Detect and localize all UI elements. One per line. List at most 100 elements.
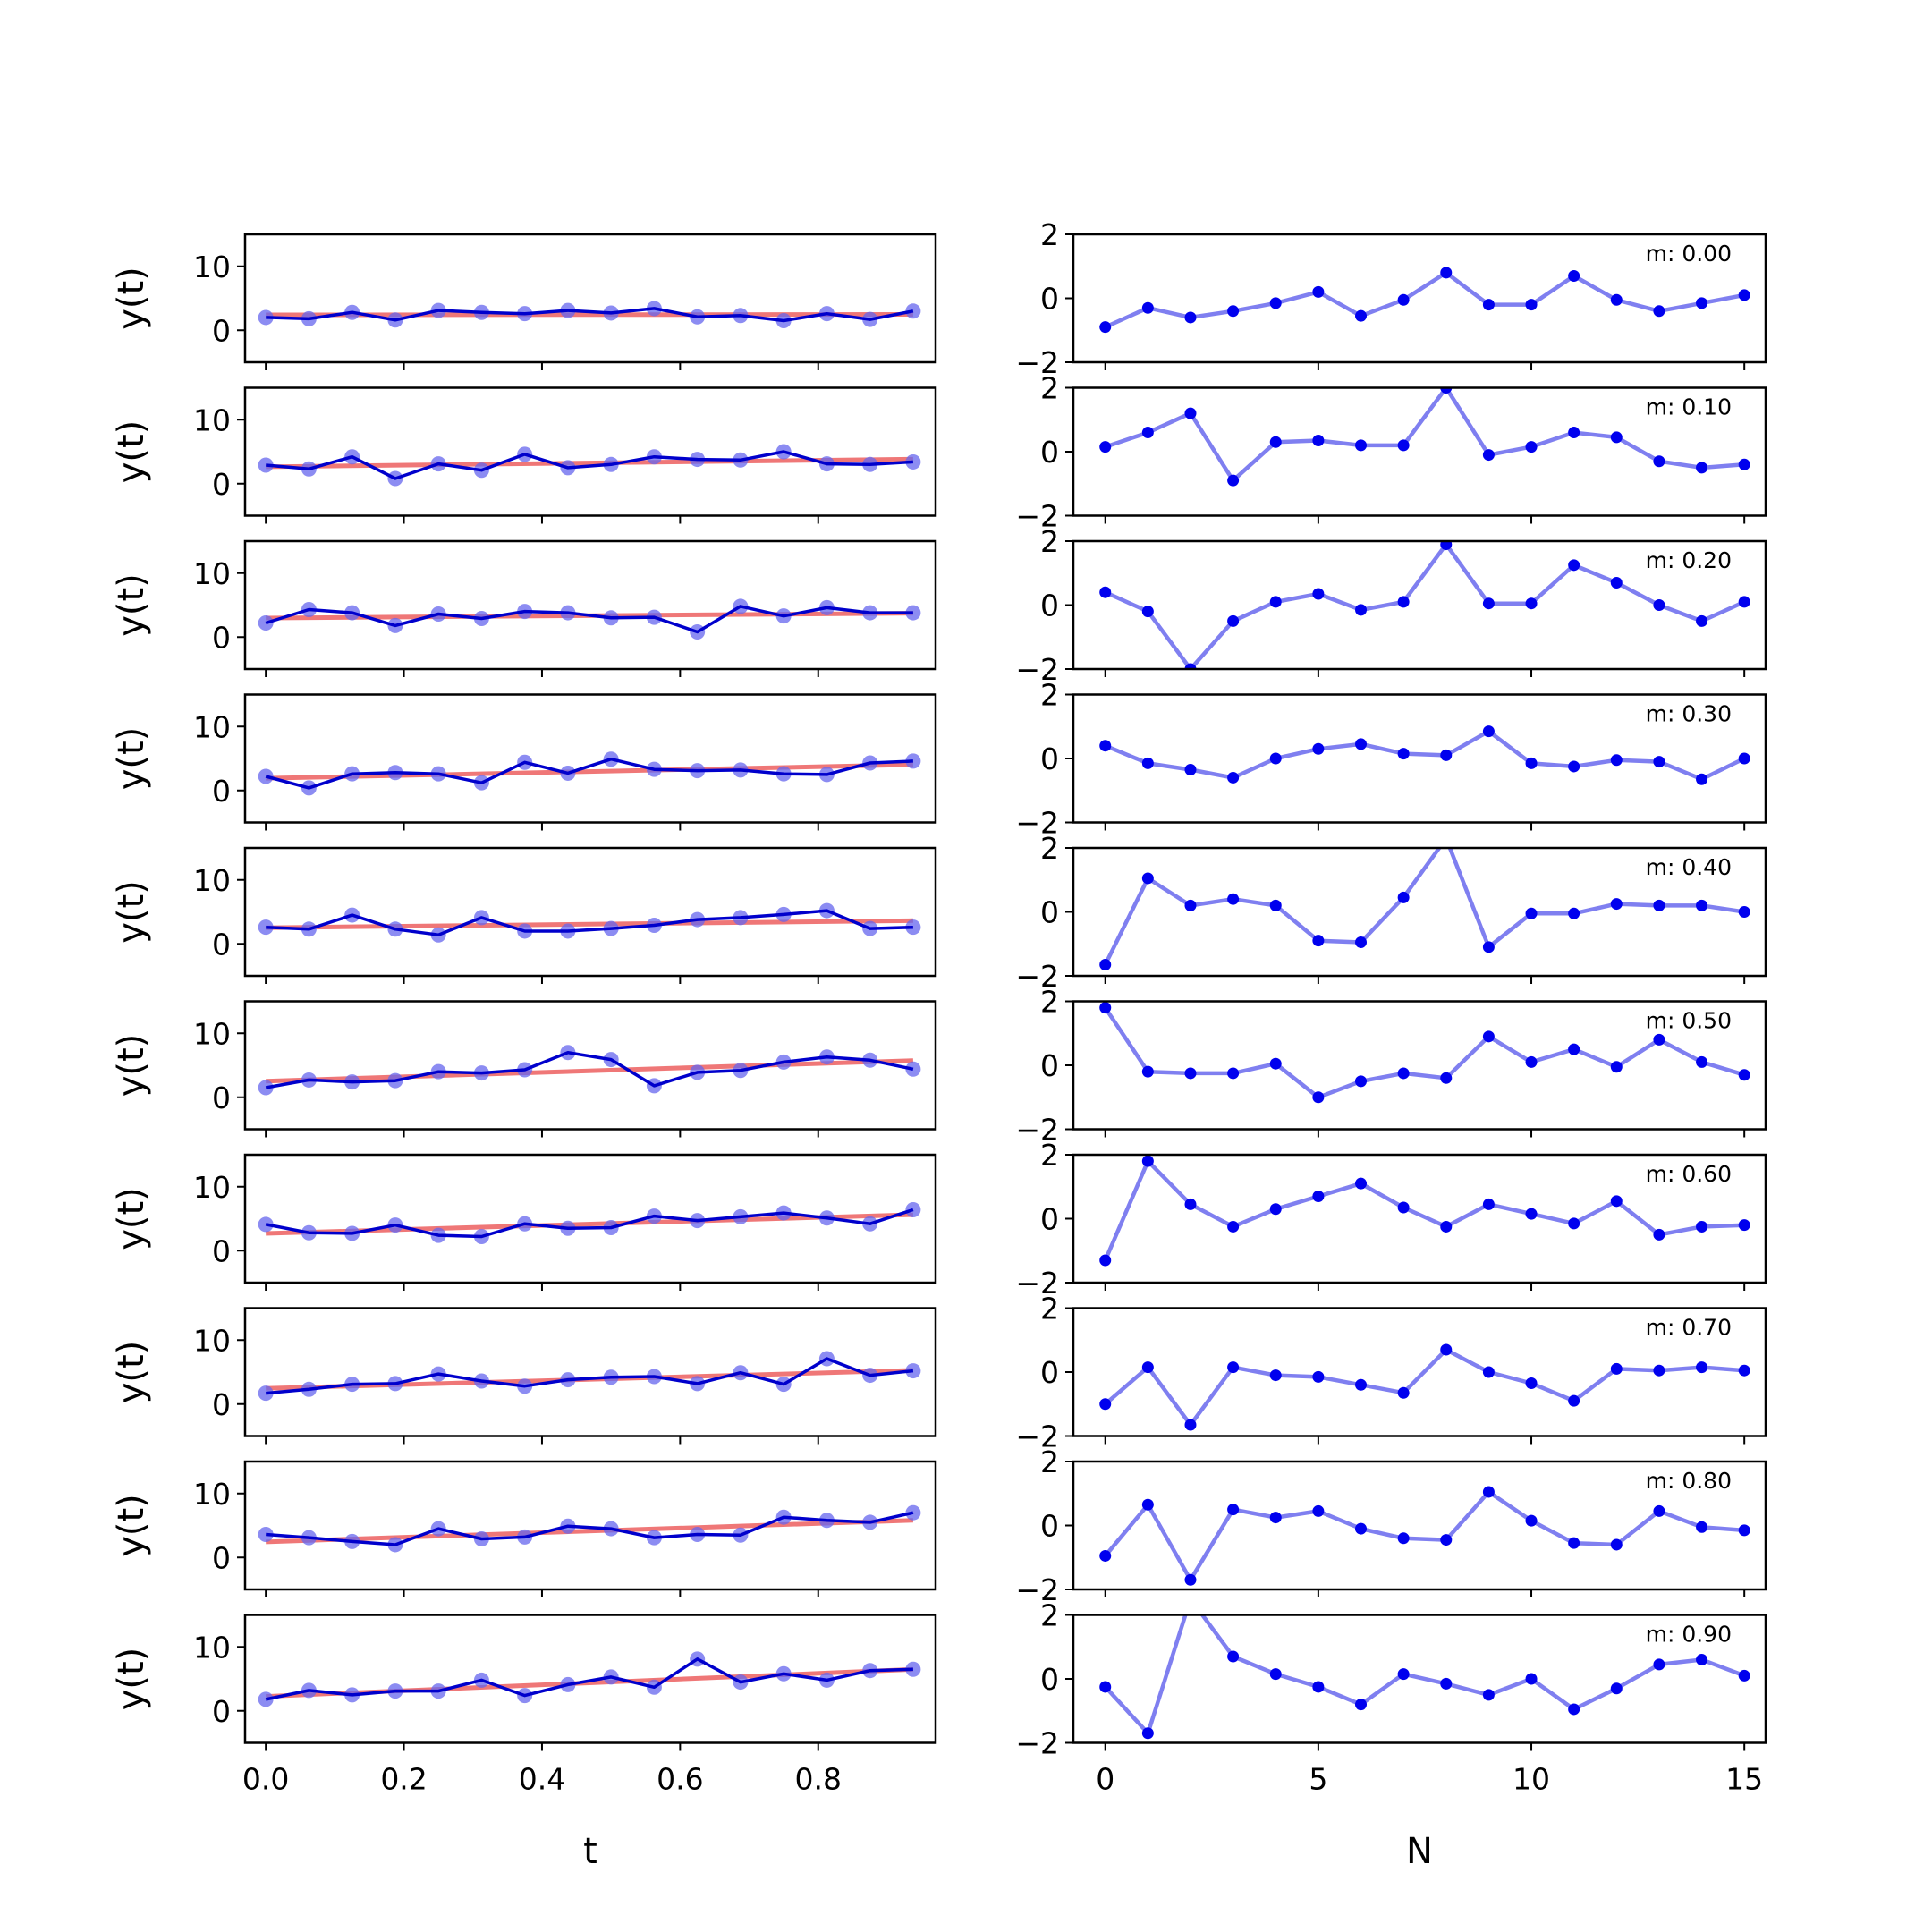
y-tick-label: 2: [1040, 1445, 1059, 1479]
y-tick-label: 10: [193, 250, 231, 284]
data-point: [258, 1527, 274, 1543]
residual-line: [1104, 270, 1745, 329]
residual-point: [1610, 1061, 1623, 1073]
panel-annotation: m: 0.70: [1646, 1315, 1732, 1341]
residual-line: [1103, 1489, 1745, 1582]
residual-point: [1568, 1394, 1580, 1407]
residual-point: [1269, 899, 1282, 911]
residual-point: [1227, 1504, 1240, 1516]
data-point: [905, 1661, 921, 1677]
data-point: [905, 1201, 921, 1217]
right-panel-4: −2 0 2 m: 0.40: [1015, 831, 1767, 994]
residual-point: [1568, 1703, 1580, 1716]
panel-frame: [1072, 1460, 1767, 1591]
residual-point: [1568, 907, 1580, 919]
x-tick-label: 0.0: [242, 1762, 289, 1797]
right-panel-6: −2 0 2 m: 0.60: [1015, 1138, 1767, 1301]
residual-point: [1696, 614, 1708, 627]
residual-point: [1696, 1361, 1708, 1374]
panel-annotation: m: 0.20: [1646, 547, 1732, 573]
residual-point: [1355, 1699, 1368, 1711]
residual-point: [1696, 297, 1708, 309]
residual-point: [1482, 449, 1495, 462]
panel-frame: [243, 1614, 937, 1744]
residual-point: [1696, 1521, 1708, 1533]
panel-frame: [1072, 1000, 1767, 1131]
y-axis-label: y(t): [111, 880, 152, 944]
right-panel-7: −2 0 2 m: 0.70: [1015, 1292, 1767, 1454]
residual-point: [1653, 455, 1665, 468]
residual-point: [1312, 1091, 1325, 1104]
panel-frame: [243, 1153, 937, 1284]
residual-point: [1227, 474, 1240, 487]
residual-point: [1184, 1198, 1197, 1210]
y-tick-label: 10: [193, 556, 231, 591]
residual-point: [1227, 1220, 1240, 1233]
y-tick-label: 2: [1040, 1598, 1059, 1633]
y-axis-label: y(t): [111, 1494, 152, 1557]
residual-point: [1653, 1228, 1665, 1241]
y-tick-label: 2: [1040, 1138, 1059, 1173]
residual-point: [1227, 305, 1240, 318]
residual-point: [1525, 1673, 1538, 1685]
residual-point: [1653, 899, 1665, 911]
data-point: [258, 309, 274, 326]
y-tick-label: 0: [1040, 282, 1059, 317]
y-tick-label: 0: [1040, 435, 1059, 470]
x-tick-label: 0.2: [380, 1762, 427, 1797]
data-point: [905, 453, 921, 470]
residual-point: [1269, 1057, 1282, 1070]
residual-point: [1397, 1532, 1410, 1545]
y-tick-label: 0: [212, 1233, 231, 1268]
y-tick-label: 10: [193, 1170, 231, 1205]
panel-annotation: m: 0.50: [1646, 1008, 1732, 1034]
series-group: [1099, 1155, 1750, 1267]
y-tick-label: 0: [1040, 1355, 1059, 1390]
residual-point: [1141, 1065, 1154, 1078]
y-tick-label: −2: [1015, 1726, 1059, 1761]
residual-point: [1355, 604, 1368, 616]
x-axis-label-left: t: [583, 1831, 597, 1872]
residual-point: [1525, 299, 1538, 311]
residual-point: [1525, 1208, 1538, 1220]
data-point: [258, 1080, 274, 1096]
residual-point: [1099, 441, 1112, 453]
panel-annotation: m: 0.00: [1646, 241, 1732, 267]
residual-point: [1355, 1522, 1368, 1535]
residual-point: [1355, 1177, 1368, 1190]
panel-frame: [243, 1460, 937, 1591]
left-panel-5: 0 10 y(t): [111, 1000, 937, 1138]
residual-point: [1440, 1534, 1453, 1546]
y-tick-label: 0: [212, 927, 231, 962]
y-tick-label: 0: [1040, 589, 1059, 623]
residual-point: [1099, 1398, 1112, 1411]
y-axis-label: y(t): [111, 267, 152, 330]
residual-point: [1227, 1067, 1240, 1080]
data-point: [258, 457, 274, 473]
series-group: [1099, 1486, 1750, 1586]
y-tick-label: 0: [1040, 741, 1059, 776]
residual-point: [1440, 541, 1453, 551]
right-panel-8: −2 0 2 m: 0.80: [1015, 1445, 1767, 1607]
panel-frame: [243, 846, 937, 978]
panel-frame: [1072, 1307, 1767, 1437]
residual-point: [1269, 297, 1282, 309]
residual-point: [1312, 588, 1325, 600]
residual-line: [1103, 1158, 1745, 1261]
residual-point: [1696, 899, 1708, 911]
residual-point: [1568, 1217, 1580, 1230]
data-line: [266, 307, 914, 323]
residual-line: [1104, 1347, 1745, 1428]
residual-point: [1653, 1504, 1665, 1517]
right-panel-3: −2 0 2 m: 0.30: [1015, 678, 1767, 841]
residual-point: [1696, 462, 1708, 474]
residual-point: [1525, 907, 1538, 919]
residual-point: [1738, 458, 1750, 470]
residual-point: [1440, 1343, 1453, 1356]
residual-point: [1738, 1219, 1750, 1232]
y-tick-label: 10: [193, 1323, 231, 1358]
residual-point: [1099, 586, 1112, 598]
left-panel-3: 0 10 y(t): [111, 693, 937, 831]
y-tick-label: 0: [212, 1694, 231, 1729]
residual-point: [1610, 576, 1623, 589]
